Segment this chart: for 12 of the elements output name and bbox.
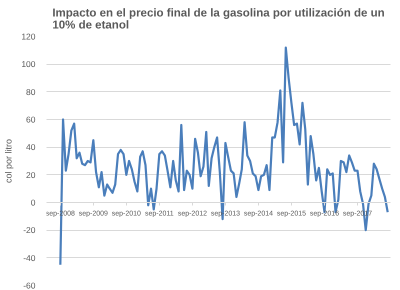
y-tick-label: 0 <box>30 198 36 208</box>
y-tick-label: 120 <box>21 32 36 42</box>
y-tick-label: 60 <box>26 114 36 124</box>
y-tick-label: -40 <box>23 252 36 263</box>
chart-title: Impacto en el precio final de la gasolina por utilización de un 10% de etanol <box>52 8 385 32</box>
y-tick-label: 80 <box>26 86 36 97</box>
y-tick-label: 40 <box>26 142 36 152</box>
y-axis-title: col por litro <box>3 138 14 184</box>
y-tick-label: -60 <box>23 280 36 290</box>
y-tick-label: 100 <box>21 59 36 70</box>
y-tick-label: 20 <box>26 170 36 180</box>
y-tick-label: -20 <box>23 225 36 236</box>
